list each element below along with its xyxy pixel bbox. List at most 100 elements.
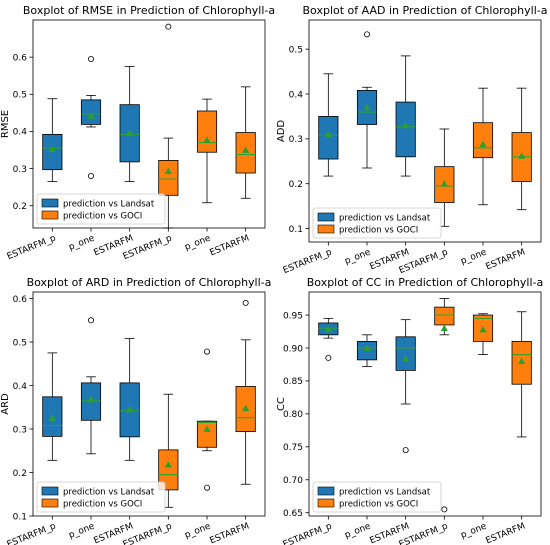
chart-title: Boxplot of ARD in Prediction of Chloroph… bbox=[27, 276, 272, 289]
mean-marker bbox=[242, 404, 250, 412]
y-tick-label: 0.6 bbox=[13, 295, 28, 305]
mean-marker bbox=[479, 140, 487, 148]
box-p-one-landsat bbox=[80, 56, 102, 179]
mean-marker bbox=[518, 152, 526, 159]
box-estarfm-goci bbox=[511, 87, 532, 211]
box-p-one-landsat bbox=[356, 334, 378, 367]
y-tick-label: 0.3 bbox=[289, 135, 303, 145]
outlier-point bbox=[165, 23, 172, 30]
y-tick-label: 0.5 bbox=[13, 338, 27, 348]
mean-marker bbox=[242, 146, 250, 153]
box-iqr bbox=[158, 449, 179, 491]
x-tick-label: ESTARFM bbox=[485, 248, 527, 273]
legend-label-landsat: prediction vs Landsat bbox=[63, 488, 155, 498]
mean-marker bbox=[87, 395, 95, 403]
legend-frame bbox=[36, 193, 166, 225]
mean-marker bbox=[402, 354, 410, 362]
y-tick-label: 0.80 bbox=[283, 410, 303, 420]
plot-frame bbox=[308, 19, 542, 243]
mean-marker bbox=[126, 129, 134, 137]
x-tick-label: ESTARFM_p bbox=[6, 521, 58, 545]
mean-marker bbox=[48, 145, 56, 153]
x-tick-label: ESTARFM_p bbox=[282, 247, 334, 276]
box-p-one-landsat bbox=[356, 31, 378, 169]
y-tick-label: 0.5 bbox=[289, 45, 303, 55]
legend-swatch-goci bbox=[317, 224, 335, 234]
legend-label-landsat: prediction vs Landsat bbox=[63, 200, 155, 210]
y-tick-label: 0.3 bbox=[13, 165, 27, 175]
box-estarfm-p-landsat bbox=[42, 98, 63, 182]
box-iqr bbox=[472, 122, 494, 159]
legend-swatch-landsat bbox=[317, 486, 335, 496]
y-axis-label: ADD bbox=[276, 120, 287, 143]
y-tick-label: 0.85 bbox=[283, 377, 303, 387]
chart-title: Boxplot of RMSE in Prediction of Chlorop… bbox=[23, 4, 275, 17]
outlier-point bbox=[242, 299, 249, 306]
chart-panel-2: Boxplot of AAD in Prediction of Chloroph… bbox=[276, 4, 547, 276]
mean-marker bbox=[402, 121, 410, 129]
legend-swatch-landsat bbox=[41, 486, 59, 496]
legend: prediction vs Landsat prediction vs GOCI bbox=[36, 193, 166, 225]
mean-marker bbox=[479, 325, 487, 333]
chart-title: Boxplot of CC in Prediction of Chlorophy… bbox=[307, 276, 543, 289]
mean-marker bbox=[48, 414, 56, 422]
mean-marker bbox=[203, 425, 211, 432]
y-tick-label: 0.2 bbox=[289, 180, 303, 190]
legend: prediction vs Landsat prediction vs GOCI bbox=[36, 481, 166, 513]
plot-frame bbox=[32, 19, 266, 229]
box-estarfm-p-goci bbox=[434, 298, 455, 513]
legend-frame bbox=[312, 481, 442, 513]
legend-frame bbox=[312, 207, 442, 239]
box-estarfm-p-goci bbox=[158, 393, 179, 508]
x-tick-label: ESTARFM_p bbox=[282, 521, 334, 545]
y-tick-label: 0.4 bbox=[13, 128, 28, 138]
box-iqr bbox=[196, 110, 218, 153]
chart-title: Boxplot of AAD in Prediction of Chloroph… bbox=[303, 4, 548, 17]
box-estarfm-landsat bbox=[119, 66, 140, 182]
legend-label-goci: prediction vs GOCI bbox=[339, 500, 418, 510]
mean-marker bbox=[324, 325, 332, 333]
box-iqr bbox=[434, 306, 455, 326]
box-estarfm-p-goci bbox=[434, 128, 455, 227]
box-estarfm-goci bbox=[235, 299, 256, 485]
y-axis-label: ARD bbox=[0, 393, 11, 415]
chart-panel-1: Boxplot of RMSE in Prediction of Chlorop… bbox=[0, 4, 275, 262]
legend: prediction vs Landsat prediction vs GOCI bbox=[312, 207, 442, 239]
box-p-one-goci bbox=[472, 87, 494, 206]
legend-swatch-landsat bbox=[317, 212, 335, 222]
mean-marker bbox=[126, 405, 134, 413]
legend-label-goci: prediction vs GOCI bbox=[339, 226, 418, 236]
mean-marker bbox=[363, 344, 371, 351]
y-tick-label: 0.5 bbox=[13, 91, 27, 101]
y-tick-label: 0.3 bbox=[13, 425, 27, 435]
box-estarfm-goci bbox=[235, 86, 256, 199]
mean-marker bbox=[363, 103, 371, 111]
box-estarfm-landsat bbox=[395, 319, 416, 454]
outlier-point bbox=[363, 31, 370, 38]
outlier-point bbox=[88, 172, 95, 179]
legend: prediction vs Landsat prediction vs GOCI bbox=[312, 481, 442, 513]
mean-marker bbox=[440, 180, 448, 187]
y-axis-label: RMSE bbox=[0, 110, 11, 138]
box-p-one-goci bbox=[196, 348, 218, 491]
outlier-point bbox=[203, 348, 210, 355]
y-tick-label: 0.95 bbox=[283, 311, 303, 321]
y-tick-label: 0.1 bbox=[13, 512, 27, 522]
y-tick-label: 0.2 bbox=[13, 469, 27, 479]
y-tick-label: 0.70 bbox=[283, 476, 303, 486]
mean-marker bbox=[518, 357, 526, 365]
x-tick-label: ESTARFM_p bbox=[6, 233, 58, 262]
plot-frame bbox=[32, 291, 266, 517]
box-estarfm-p-goci bbox=[158, 23, 179, 229]
y-axis-label: CC bbox=[276, 397, 287, 411]
box-iqr bbox=[196, 420, 218, 448]
legend-label-goci: prediction vs GOCI bbox=[63, 212, 142, 222]
legend-swatch-goci bbox=[317, 498, 335, 508]
box-iqr bbox=[158, 159, 179, 196]
y-tick-label: 0.4 bbox=[13, 382, 28, 392]
outlier-point bbox=[88, 56, 95, 63]
mean-marker bbox=[164, 167, 172, 175]
outlier-point bbox=[441, 506, 448, 513]
legend-label-goci: prediction vs GOCI bbox=[63, 500, 142, 510]
legend-label-landsat: prediction vs Landsat bbox=[339, 214, 431, 224]
